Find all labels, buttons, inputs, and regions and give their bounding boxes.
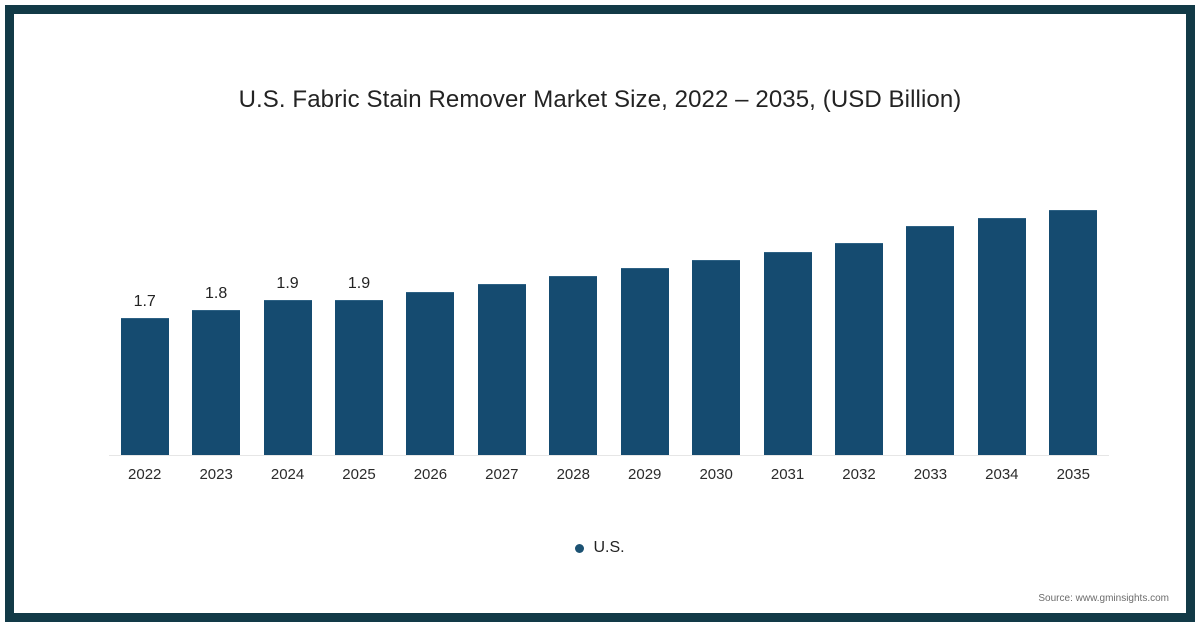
x-axis-tick-label: 2022 [128, 466, 162, 483]
bar[interactable] [692, 260, 741, 456]
x-axis-tick-label: 2025 [342, 466, 376, 483]
bar-series-us: 1.7 1.8 1.9 1.9 [109, 194, 1109, 456]
bar-slot: 1.8 [180, 194, 251, 456]
bar-slot [609, 194, 680, 456]
x-axis-tick-label: 2029 [628, 466, 662, 483]
x-axis-tick-label: 2030 [699, 466, 733, 483]
bar-value-label: 1.7 [133, 293, 156, 310]
bar[interactable] [620, 268, 669, 456]
bar-slot [752, 194, 823, 456]
x-axis-tick-label: 2031 [770, 466, 805, 483]
plot-area: 1.7 1.8 1.9 1.9 [109, 194, 1109, 456]
source-attribution: Source: www.gminsights.com [1038, 593, 1169, 604]
chart-frame: U.S. Fabric Stain Remover Market Size, 2… [5, 5, 1195, 622]
x-axis-tick-label: 2024 [270, 466, 305, 483]
x-axis-tick-label: 2034 [985, 466, 1019, 483]
x-axis-line [109, 455, 1109, 456]
bar[interactable] [477, 284, 526, 456]
bar-slot [966, 194, 1037, 456]
bar[interactable] [263, 300, 312, 456]
bar-slot: 1.9 [252, 194, 323, 456]
x-axis-tick-label: 2033 [913, 466, 948, 483]
x-axis-tick-label: 2035 [1056, 466, 1090, 483]
bar-slot [823, 194, 894, 456]
x-axis-tick-label: 2026 [413, 466, 448, 483]
filled-circle-marker-icon [575, 543, 585, 553]
bar[interactable] [977, 218, 1026, 456]
x-axis-tick-labels: 2022 2023 2024 2025 2026 2027 2028 2029 2030 2031… [109, 466, 1109, 488]
bar-value-label: 1.8 [205, 285, 228, 302]
chart-title: U.S. Fabric Stain Remover Market Size, 2… [238, 86, 962, 113]
bar[interactable] [334, 300, 383, 456]
bar-slot [1038, 194, 1109, 456]
bar[interactable] [192, 310, 241, 456]
bar-slot: 1.7 [109, 194, 180, 456]
x-axis-tick-label: 2028 [556, 466, 590, 483]
bar[interactable] [763, 252, 812, 456]
bar-value-label: 1.9 [347, 275, 371, 292]
x-axis-tick-label: 2023 [199, 466, 233, 483]
bar-slot [538, 194, 609, 456]
bar-slot [680, 194, 751, 456]
bar-slot [895, 194, 966, 456]
bar[interactable] [834, 243, 883, 456]
legend-item-label-us: U.S. [593, 539, 625, 556]
bar-slot [395, 194, 466, 456]
bar[interactable] [120, 318, 169, 456]
bar[interactable] [406, 292, 455, 456]
bar-slot: 1.9 [323, 194, 394, 456]
bar-value-label: 1.9 [276, 275, 299, 292]
bar[interactable] [549, 276, 598, 456]
bar-slot [466, 194, 537, 456]
x-axis-tick-label: 2027 [485, 466, 519, 483]
x-axis-tick-label: 2032 [842, 466, 876, 483]
bar[interactable] [906, 226, 955, 456]
bar[interactable] [1049, 210, 1098, 456]
chart-legend: U.S. [14, 539, 1186, 557]
